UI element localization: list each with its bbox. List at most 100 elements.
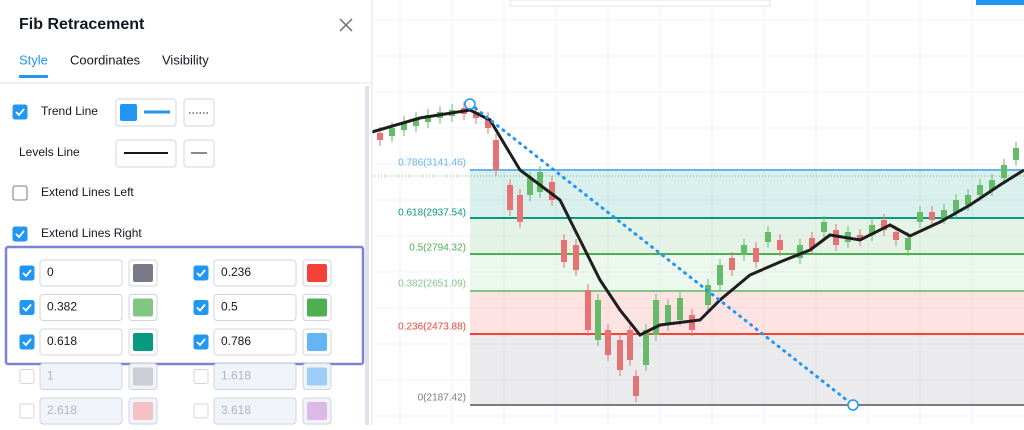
level-input[interactable] — [213, 294, 297, 321]
candle-body — [717, 265, 723, 285]
checkbox[interactable] — [19, 300, 35, 315]
checkbox[interactable] — [19, 369, 35, 384]
candle-body — [893, 232, 899, 240]
candle-body — [677, 298, 683, 320]
level-input[interactable] — [213, 397, 297, 425]
level-label: 0.5(2794.32) — [409, 243, 466, 254]
level-input[interactable] — [39, 294, 123, 321]
level-input[interactable] — [213, 259, 297, 287]
candle-body — [881, 220, 887, 230]
color-swatch — [133, 402, 153, 420]
candle-body — [605, 330, 611, 355]
level-value: 1.618 — [221, 369, 251, 383]
level-value: 0.382 — [47, 300, 77, 314]
color-swatch — [307, 402, 327, 420]
level-value: 0.618 — [47, 334, 77, 348]
checkbox-group — [12, 185, 28, 201]
candle-body — [929, 212, 935, 220]
checkbox[interactable] — [193, 403, 209, 419]
candle-body — [653, 300, 659, 335]
candle-body — [527, 178, 533, 195]
checkbox[interactable] — [12, 185, 28, 201]
candle-body — [857, 235, 863, 240]
level-value: 3.618 — [221, 403, 251, 417]
candle-body — [633, 376, 639, 396]
candle-body — [643, 330, 649, 365]
level-input[interactable] — [213, 328, 297, 356]
candle-body — [425, 115, 431, 122]
checkbox[interactable] — [193, 334, 209, 350]
candle-body — [595, 300, 601, 340]
level-value: 0.786 — [221, 334, 251, 348]
candle-body — [941, 210, 947, 218]
level-label: 0.236(2473.88) — [398, 322, 466, 333]
option-label: Extend Lines Left — [41, 185, 134, 199]
candle-body — [905, 238, 911, 250]
color-swatch — [307, 367, 327, 386]
level-input[interactable] — [213, 363, 297, 390]
level-label: 0(2187.42) — [418, 393, 466, 404]
candle-body — [741, 245, 747, 255]
option-label: Extend Lines Right — [41, 226, 142, 240]
candle-body — [573, 245, 579, 270]
candle-body — [401, 122, 407, 130]
candle-body — [473, 112, 479, 118]
candle-body — [989, 180, 995, 190]
checkbox[interactable] — [12, 104, 28, 120]
checkmark — [196, 303, 206, 312]
anchor-handle[interactable] — [847, 399, 859, 411]
tab[interactable]: Visibility — [162, 52, 209, 67]
anchor-handle[interactable] — [464, 98, 476, 110]
level-input[interactable] — [39, 259, 123, 287]
checkmark — [196, 269, 206, 278]
level-band — [470, 334, 1024, 405]
checkmark — [196, 338, 206, 347]
candle-body — [517, 195, 523, 222]
candle-body — [765, 232, 771, 242]
chart-area: 0.786(3141.46) 0.618(2937.54) 0.5(2794.32)… — [371, 0, 1024, 425]
option-label: Trend Line — [41, 104, 98, 118]
level-band — [470, 291, 1024, 334]
candle-body — [665, 305, 671, 325]
candle-body — [585, 290, 591, 330]
toolbar-button[interactable] — [976, 0, 1024, 5]
color-swatch — [307, 264, 327, 282]
candle-body — [777, 240, 783, 250]
tab-underline — [19, 75, 48, 78]
level-input[interactable] — [39, 363, 123, 390]
level-label: 0.786(3141.46) — [398, 158, 466, 169]
candle-body — [507, 185, 513, 210]
scrollbar[interactable] — [365, 86, 369, 425]
checkbox[interactable] — [19, 265, 35, 281]
color-swatch — [307, 298, 327, 317]
dialog: Fib Retracement Style Coordinates Visibi… — [0, 0, 373, 425]
candle-body — [627, 330, 633, 360]
level-input[interactable] — [39, 328, 123, 356]
level-value: 0.5 — [221, 300, 238, 314]
tab[interactable]: Coordinates — [70, 52, 141, 67]
checkbox[interactable] — [193, 300, 209, 315]
candle-body — [1001, 165, 1007, 178]
level-value: 1 — [47, 369, 54, 383]
candle-body — [485, 118, 491, 128]
color-swatch — [133, 264, 153, 282]
style-button[interactable] — [183, 98, 215, 127]
checkbox[interactable] — [19, 403, 35, 419]
checkbox-group — [12, 104, 28, 120]
checkbox[interactable] — [193, 265, 209, 281]
candle-body — [493, 140, 499, 170]
checkbox[interactable] — [19, 334, 35, 350]
checkbox[interactable] — [12, 226, 28, 242]
checkmark — [22, 338, 32, 347]
checkmark — [22, 269, 32, 278]
checkbox-group — [12, 226, 28, 242]
candle-body — [377, 133, 383, 140]
close-button[interactable] — [339, 18, 353, 32]
candle-body — [537, 172, 543, 192]
candle-body — [953, 200, 959, 212]
checkbox[interactable] — [193, 369, 209, 384]
tab[interactable]: Style — [19, 52, 48, 67]
level-input[interactable] — [39, 397, 123, 425]
candle-body — [797, 245, 803, 258]
